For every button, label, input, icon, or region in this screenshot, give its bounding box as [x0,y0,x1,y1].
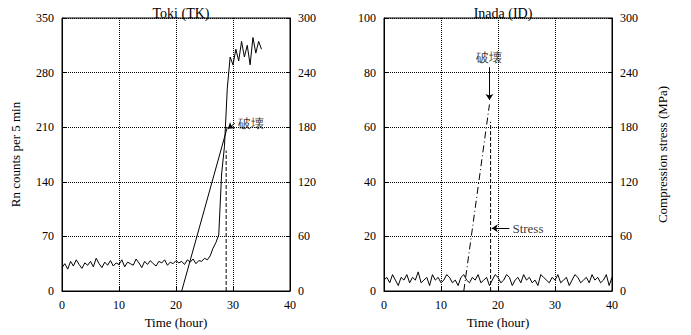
svg-text:0: 0 [381,298,387,312]
svg-text:120: 120 [620,175,638,189]
svg-text:Time (hour): Time (hour) [467,315,530,330]
svg-text:100: 100 [358,11,376,25]
svg-text:破壊: 破壊 [475,50,502,65]
svg-text:40: 40 [364,175,376,189]
svg-text:180: 180 [620,120,638,134]
svg-text:60: 60 [298,229,310,243]
svg-text:60: 60 [620,229,632,243]
svg-text:0: 0 [298,284,304,298]
svg-text:300: 300 [620,11,638,25]
svg-text:350: 350 [36,11,54,25]
svg-text:0: 0 [620,284,626,298]
svg-text:0: 0 [370,284,376,298]
svg-text:40: 40 [284,298,296,312]
svg-text:Inada (ID): Inada (ID) [474,6,533,22]
svg-text:80: 80 [364,66,376,80]
svg-text:Toki (TK): Toki (TK) [153,6,210,22]
svg-text:20: 20 [492,298,504,312]
svg-text:300: 300 [298,11,316,25]
svg-text:60: 60 [364,120,376,134]
svg-text:30: 30 [549,298,561,312]
svg-text:Time (hour): Time (hour) [145,315,208,330]
svg-text:Stress: Stress [512,221,543,236]
svg-text:Rn counts per 5 min: Rn counts per 5 min [8,101,23,207]
svg-text:10: 10 [435,298,447,312]
svg-text:240: 240 [298,66,316,80]
svg-text:140: 140 [36,175,54,189]
svg-text:70: 70 [42,229,54,243]
svg-text:280: 280 [36,66,54,80]
svg-text:0: 0 [59,298,65,312]
svg-text:0: 0 [48,284,54,298]
svg-text:Compression stress (MPa): Compression stress (MPa) [655,86,670,223]
svg-text:120: 120 [298,175,316,189]
svg-text:破壊: 破壊 [237,116,264,131]
svg-text:210: 210 [36,120,54,134]
svg-text:240: 240 [620,66,638,80]
svg-text:40: 40 [606,298,618,312]
svg-text:20: 20 [170,298,182,312]
svg-text:20: 20 [364,229,376,243]
svg-text:180: 180 [298,120,316,134]
svg-text:10: 10 [113,298,125,312]
svg-text:30: 30 [227,298,239,312]
